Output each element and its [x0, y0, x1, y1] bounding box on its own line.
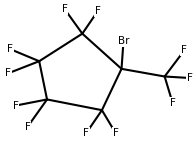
Text: Br: Br [118, 36, 129, 46]
Text: F: F [95, 6, 101, 16]
Text: F: F [24, 122, 30, 132]
Text: F: F [13, 101, 19, 111]
Text: F: F [5, 68, 11, 78]
Text: F: F [83, 128, 89, 138]
Text: F: F [181, 45, 187, 56]
Text: F: F [187, 73, 193, 83]
Text: F: F [7, 44, 13, 54]
Text: F: F [62, 4, 68, 14]
Text: F: F [170, 97, 175, 108]
Text: F: F [113, 128, 119, 138]
